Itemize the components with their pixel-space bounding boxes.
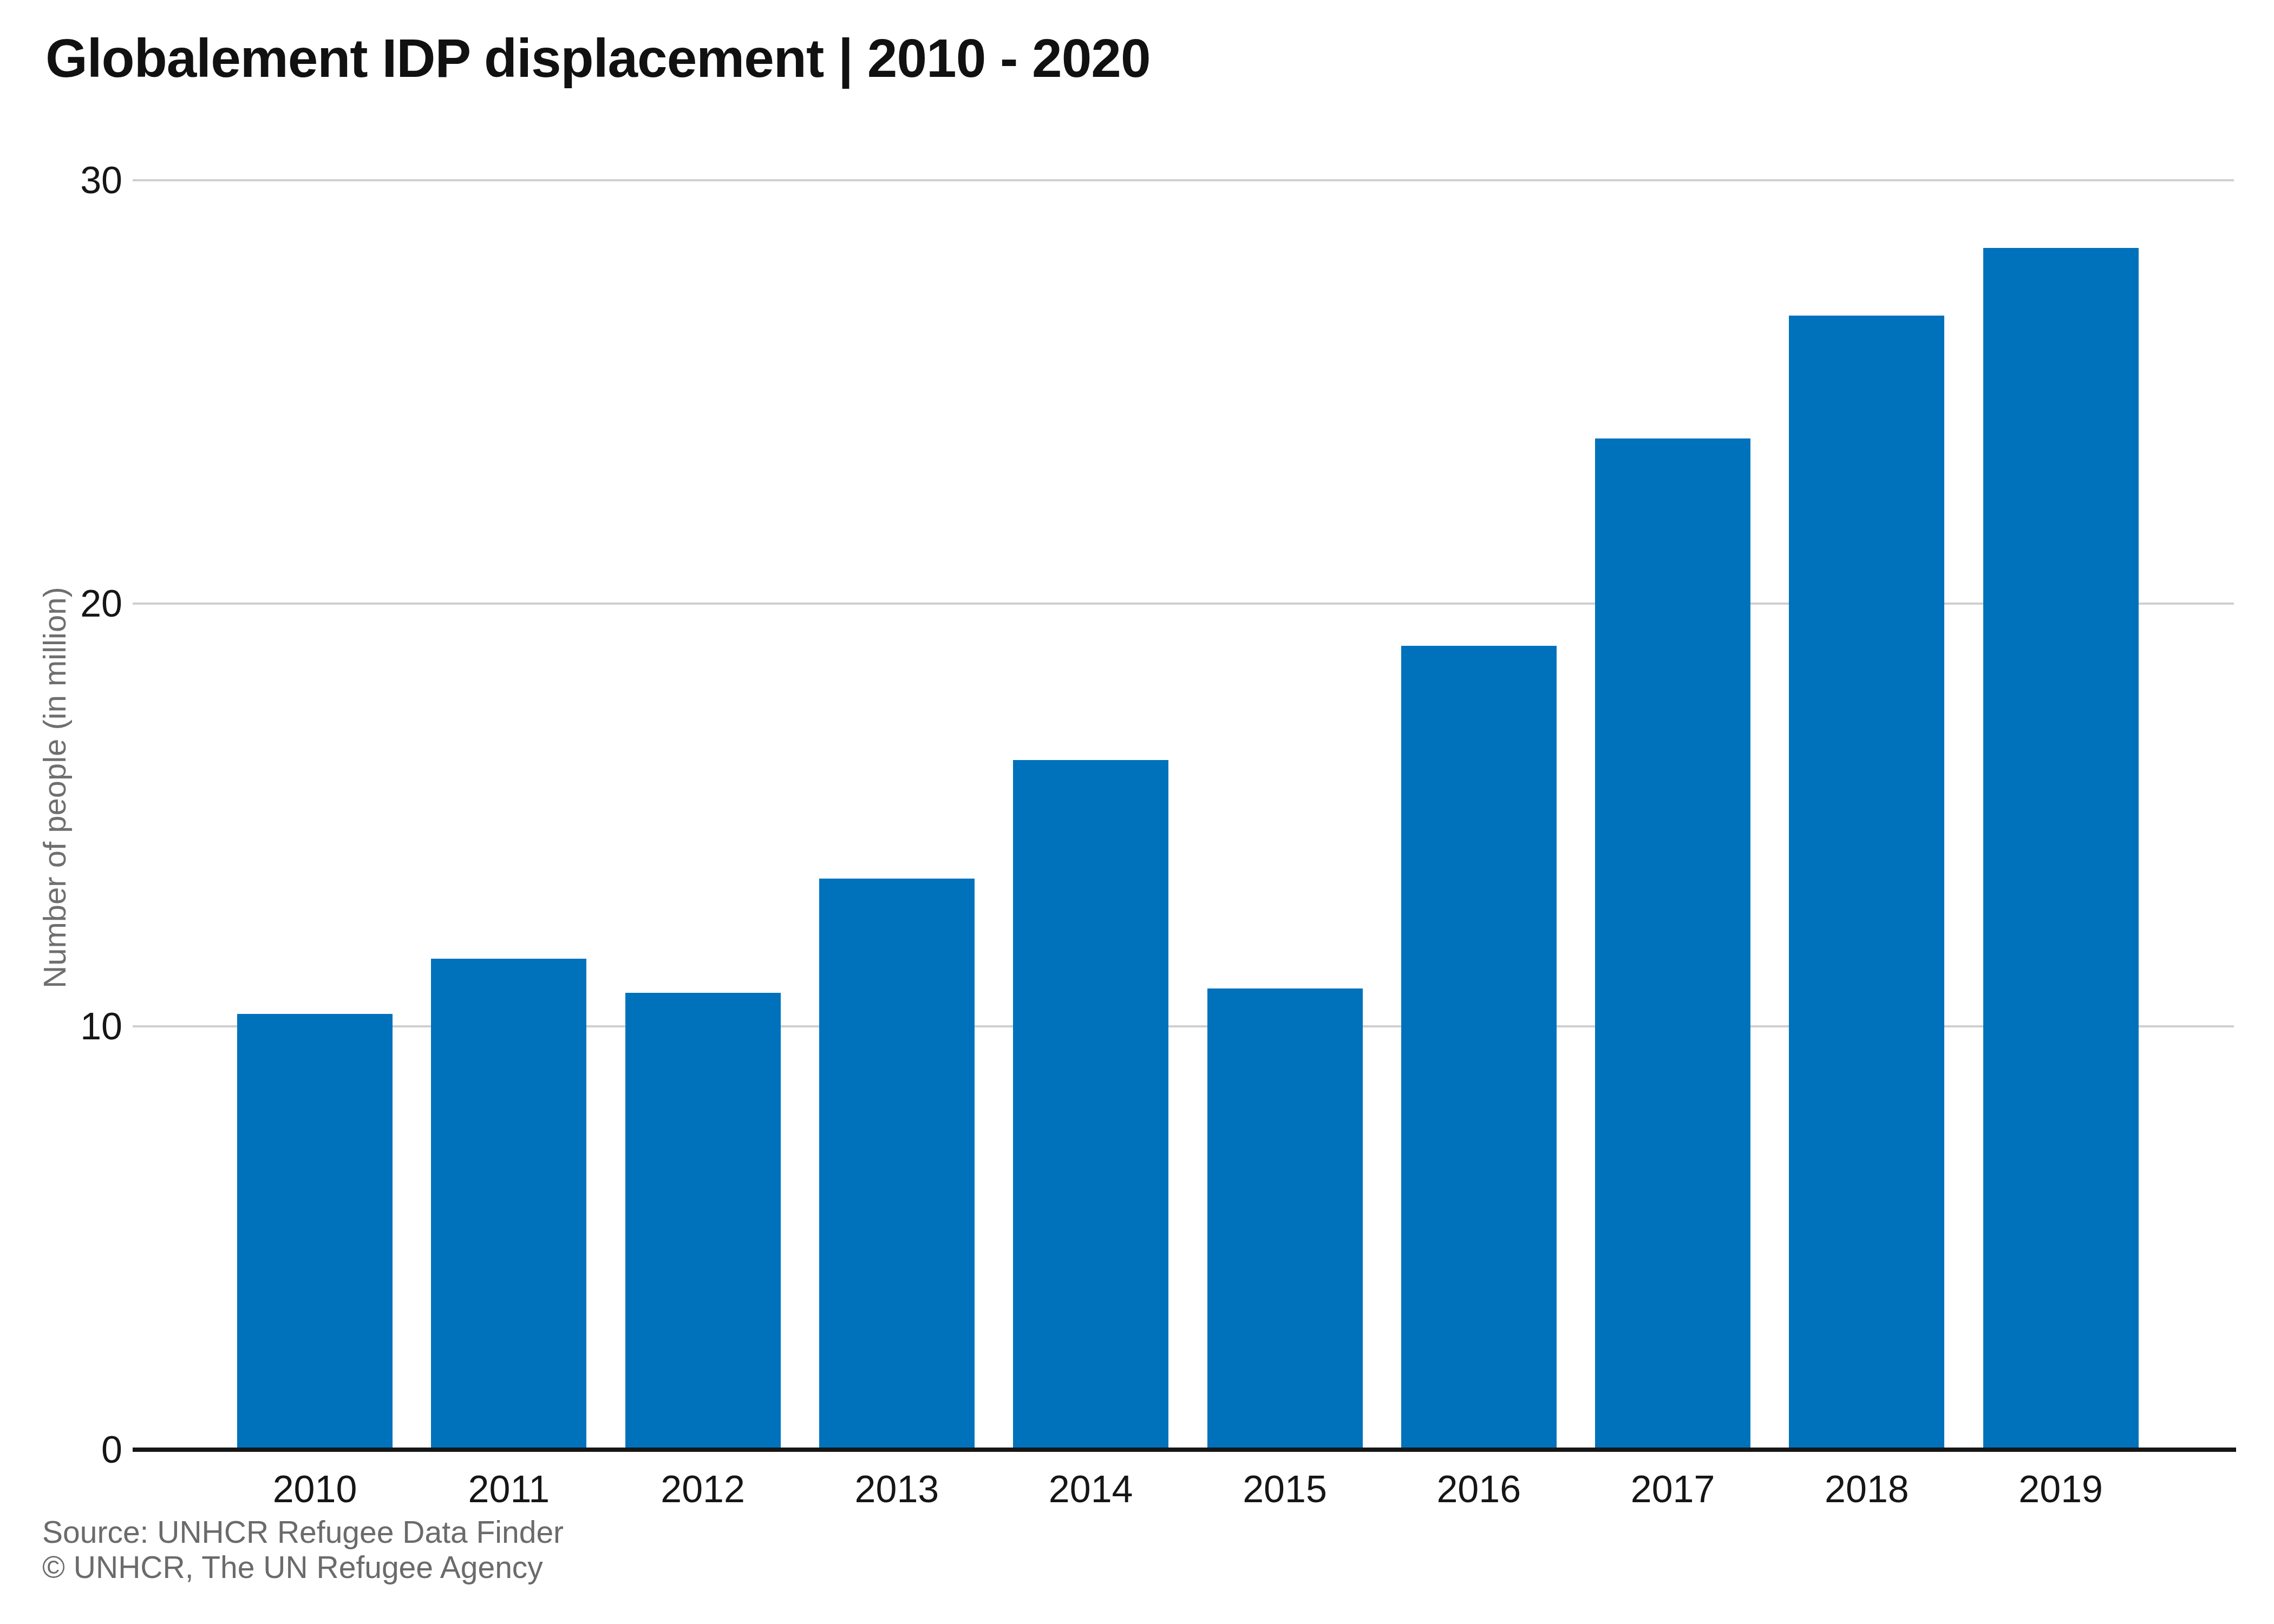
y-tick-label-30: 30 xyxy=(0,161,122,199)
gridline-30 xyxy=(133,179,2234,181)
y-tick-label-10: 10 xyxy=(0,1007,122,1045)
bar-2016 xyxy=(1401,646,1557,1450)
bar-2010 xyxy=(237,1014,393,1450)
copyright-line: © UNHCR, The UN Refugee Agency xyxy=(42,1550,564,1585)
plot-area xyxy=(133,180,2234,1450)
x-tick-label-2019: 2019 xyxy=(2018,1470,2103,1508)
bar-2012 xyxy=(625,993,781,1450)
x-tick-label-2016: 2016 xyxy=(1436,1470,1521,1508)
bar-2018 xyxy=(1789,316,1944,1450)
bar-2014 xyxy=(1013,760,1168,1450)
y-tick-label-0: 0 xyxy=(0,1431,122,1469)
x-tick-label-2017: 2017 xyxy=(1631,1470,1715,1508)
x-tick-label-2013: 2013 xyxy=(855,1470,939,1508)
y-axis-title: Number of people (in million) xyxy=(36,587,73,988)
x-tick-label-2011: 2011 xyxy=(468,1470,550,1508)
bar-2019 xyxy=(1983,248,2139,1450)
bar-2011 xyxy=(431,959,586,1450)
bar-2015 xyxy=(1207,988,1363,1450)
x-tick-label-2014: 2014 xyxy=(1049,1470,1133,1508)
bar-2017 xyxy=(1595,438,1750,1450)
bar-2013 xyxy=(819,879,975,1450)
x-axis-line xyxy=(133,1448,2236,1452)
x-tick-label-2015: 2015 xyxy=(1243,1470,1327,1508)
x-tick-label-2010: 2010 xyxy=(273,1470,357,1508)
chart-page: { "title": "Globalement IDP displacement… xyxy=(0,0,2274,1624)
source-line: Source: UNHCR Refugee Data Finder xyxy=(42,1515,564,1550)
source-footer: Source: UNHCR Refugee Data Finder © UNHC… xyxy=(42,1515,564,1585)
page-title: Globalement IDP displacement | 2010 - 20… xyxy=(45,27,1151,89)
x-tick-label-2012: 2012 xyxy=(661,1470,745,1508)
x-tick-label-2018: 2018 xyxy=(1825,1470,1909,1508)
